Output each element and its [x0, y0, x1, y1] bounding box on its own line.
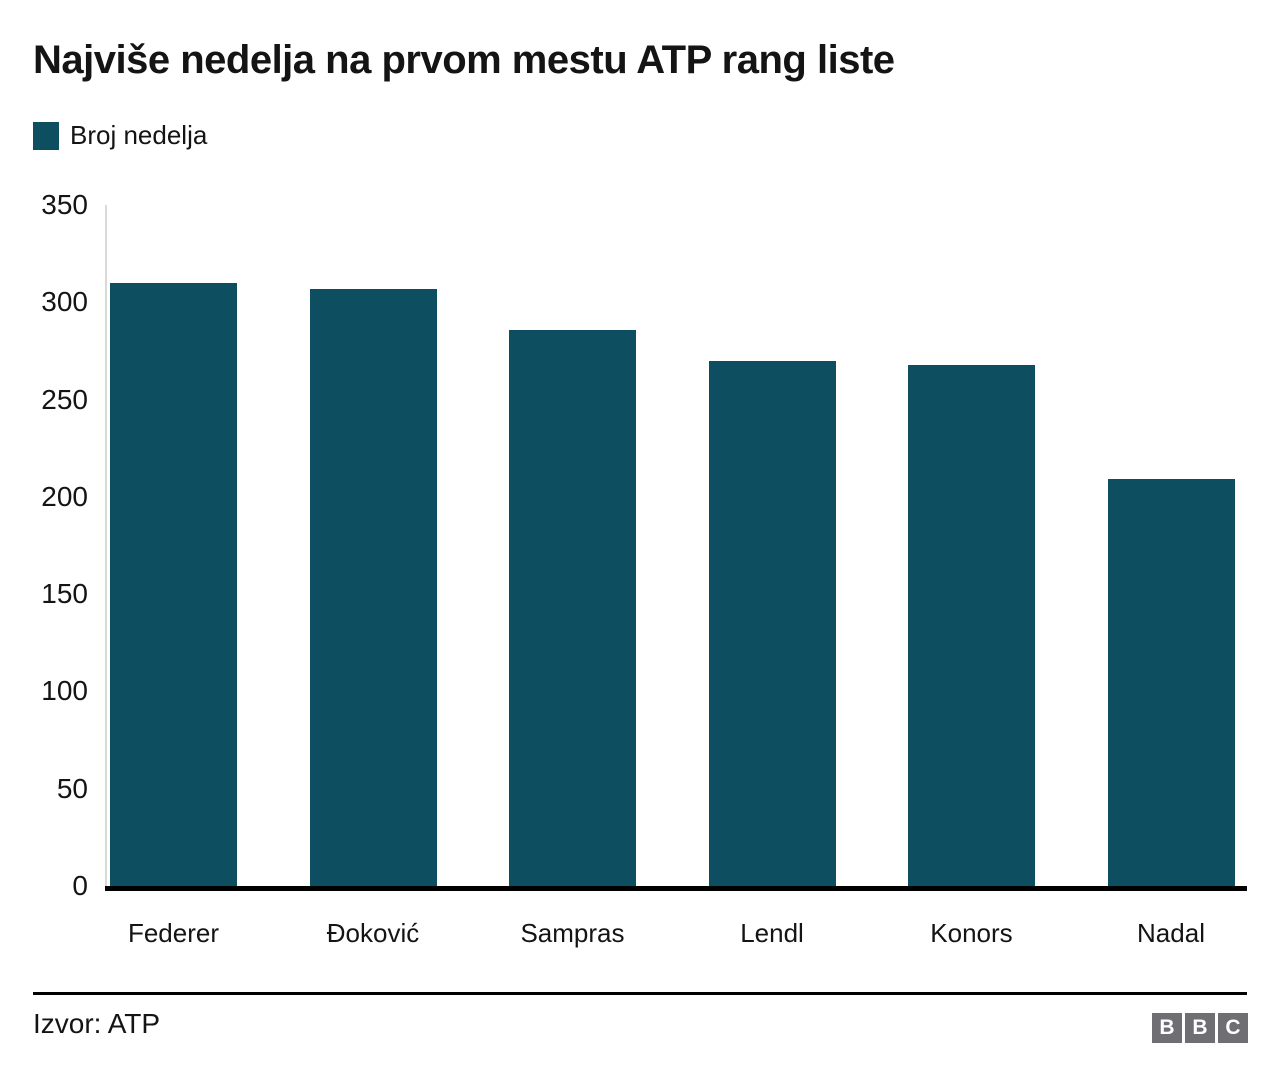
x-tick-label: Lendl — [740, 918, 804, 948]
y-tick-label: 350 — [41, 189, 88, 220]
bar — [309, 288, 437, 886]
y-tick-label: 150 — [41, 578, 88, 610]
bar — [509, 329, 636, 886]
bbc-logo-letter: B — [1152, 1013, 1182, 1043]
footer-divider — [33, 992, 1247, 995]
bbc-logo-letter: B — [1185, 1013, 1215, 1043]
bbc-logo: B B C — [1152, 1013, 1248, 1043]
legend-label: Broj nedelja — [70, 120, 208, 150]
y-tick-label: 0 — [72, 870, 88, 901]
bbc-logo-letter: C — [1218, 1013, 1248, 1043]
x-tick-label: Đoković — [326, 918, 420, 948]
y-tick-label: 250 — [41, 383, 88, 415]
source-text: Izvor: ATP — [33, 1008, 161, 1039]
y-tick-label: 50 — [56, 772, 88, 804]
legend-swatch-icon — [33, 121, 59, 150]
bar — [908, 364, 1035, 886]
y-tick-label: 300 — [41, 286, 88, 318]
y-tick-label: 100 — [41, 675, 88, 707]
bar — [110, 282, 237, 886]
bar — [1107, 479, 1235, 886]
x-tick-label: Konors — [930, 918, 1013, 948]
y-tick-label: 200 — [41, 480, 88, 512]
x-tick-label: Sampras — [520, 918, 625, 948]
x-axis-baseline — [105, 886, 1247, 891]
chart-title: Najviše nedelja na prvom mestu ATP rang … — [33, 38, 895, 82]
bar-chart: 0 50 100 150 200 250 300 350 Federer Đoković Sampr… — [33, 180, 1248, 960]
legend: Broj nedelja — [33, 120, 207, 151]
x-tick-label: Nadal — [1137, 918, 1205, 948]
bar — [708, 360, 836, 886]
y-axis-line — [105, 205, 107, 886]
x-tick-label: Federer — [127, 918, 220, 948]
